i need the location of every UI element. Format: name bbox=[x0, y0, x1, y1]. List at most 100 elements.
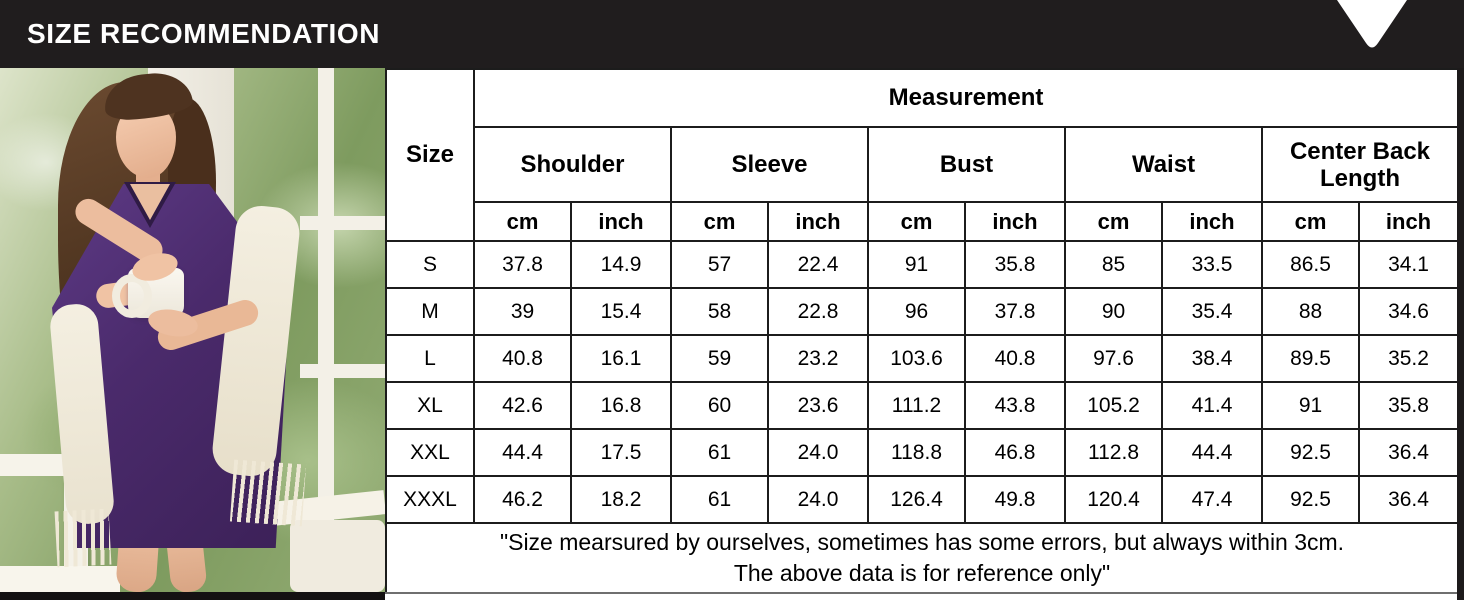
unit-cm-header: cm bbox=[1261, 201, 1360, 242]
unit-inch-header: inch bbox=[1357, 201, 1460, 242]
measurement-cell: 16.1 bbox=[570, 334, 672, 383]
shoulder-header: Shoulder bbox=[473, 126, 672, 203]
measurement-cell: 23.6 bbox=[767, 381, 869, 430]
measurement-cell: 18.2 bbox=[570, 475, 672, 524]
page-title: SIZE RECOMMENDATION bbox=[27, 18, 381, 49]
measurement-cell: 35.4 bbox=[1161, 287, 1263, 336]
size-cell: XXXL bbox=[385, 475, 475, 524]
measurement-cell: 36.4 bbox=[1357, 428, 1460, 477]
measurement-cell: 92.5 bbox=[1261, 475, 1360, 524]
unit-cm-header: cm bbox=[670, 201, 769, 242]
photo-window-mullion bbox=[318, 68, 334, 592]
table-row: M 39 15.4 58 22.8 96 37.8 90 35.4 88 34.6 bbox=[385, 287, 1460, 336]
size-cell: M bbox=[385, 287, 475, 336]
unit-cm-header: cm bbox=[867, 201, 966, 242]
photo-bottom-bar bbox=[0, 592, 385, 600]
size-cell: L bbox=[385, 334, 475, 383]
note-line-1: "Size mearsured by ourselves, sometimes … bbox=[499, 529, 1345, 555]
photo-window-mullion bbox=[300, 216, 385, 230]
measurement-cell: 35.8 bbox=[964, 240, 1066, 289]
unit-inch-header: inch bbox=[1161, 201, 1263, 242]
unit-cm-header: cm bbox=[1064, 201, 1163, 242]
unit-cm-header: cm bbox=[473, 201, 572, 242]
measurement-cell: 91 bbox=[1261, 381, 1360, 430]
product-photo bbox=[0, 68, 385, 592]
measurement-cell: 24.0 bbox=[767, 475, 869, 524]
size-column-header: Size bbox=[385, 68, 475, 242]
measurement-cell: 42.6 bbox=[473, 381, 572, 430]
note-row: "Size mearsured by ourselves, sometimes … bbox=[384, 522, 1460, 594]
measurement-cell: 34.1 bbox=[1357, 240, 1460, 289]
table-row: XXL 44.4 17.5 61 24.0 118.8 46.8 112.8 44.4 92.5 3… bbox=[385, 428, 1460, 477]
measurement-cell: 23.2 bbox=[767, 334, 869, 383]
unit-header-row: cm inch cm inch cm inch cm inch cm inch bbox=[386, 201, 1460, 242]
size-table: Size Measurement Shoulder Sleeve Bust Wa… bbox=[384, 68, 1460, 594]
measurement-cell: 38.4 bbox=[1161, 334, 1263, 383]
measurement-cell: 57 bbox=[670, 240, 769, 289]
measurement-cell: 58 bbox=[670, 287, 769, 336]
measurement-cell: 105.2 bbox=[1064, 381, 1163, 430]
photo-shawl-fringe bbox=[54, 508, 112, 568]
measurement-header: Measurement bbox=[472, 68, 1460, 128]
photo-shawl-fringe bbox=[229, 459, 307, 527]
measurement-cell: 85 bbox=[1064, 240, 1163, 289]
measurement-cell: 22.8 bbox=[767, 287, 869, 336]
table-row: S 37.8 14.9 57 22.4 91 35.8 85 33.5 86.5 34.1 bbox=[385, 240, 1460, 289]
measurement-cell: 37.8 bbox=[964, 287, 1066, 336]
measurement-cell: 35.2 bbox=[1357, 334, 1460, 383]
size-table-container: Size Measurement Shoulder Sleeve Bust Wa… bbox=[384, 68, 1460, 594]
group-header-row: Shoulder Sleeve Bust Waist Center Back L… bbox=[386, 126, 1460, 203]
table-row: XL 42.6 16.8 60 23.6 111.2 43.8 105.2 41.4 91 35.8 bbox=[385, 381, 1460, 430]
measurement-cell: 59 bbox=[670, 334, 769, 383]
measurement-cell: 34.6 bbox=[1357, 287, 1460, 336]
measurement-cell: 61 bbox=[670, 428, 769, 477]
measurement-cell: 90 bbox=[1064, 287, 1163, 336]
photo-window-corner bbox=[290, 520, 385, 592]
measurement-cell: 35.8 bbox=[1357, 381, 1460, 430]
measurement-cell: 88 bbox=[1261, 287, 1360, 336]
measurement-cell: 24.0 bbox=[767, 428, 869, 477]
measurement-cell: 86.5 bbox=[1261, 240, 1360, 289]
photo-window-mullion bbox=[300, 364, 385, 378]
sleeve-header: Sleeve bbox=[670, 126, 869, 203]
photo-mug-handle bbox=[112, 274, 152, 318]
measurement-cell: 36.4 bbox=[1357, 475, 1460, 524]
measurement-cell: 44.4 bbox=[473, 428, 572, 477]
measurement-cell: 61 bbox=[670, 475, 769, 524]
measurement-cell: 97.6 bbox=[1064, 334, 1163, 383]
photo-window-sill bbox=[0, 566, 120, 592]
measurement-cell: 118.8 bbox=[867, 428, 966, 477]
size-cell: XL bbox=[385, 381, 475, 430]
measurement-cell: 91 bbox=[867, 240, 966, 289]
unit-inch-header: inch bbox=[964, 201, 1066, 242]
table-row: XXXL 46.2 18.2 61 24.0 126.4 49.8 120.4 47.4 92.5… bbox=[385, 475, 1460, 524]
measurement-cell: 39 bbox=[473, 287, 572, 336]
measurement-note: "Size mearsured by ourselves, sometimes … bbox=[384, 522, 1460, 594]
measurement-cell: 112.8 bbox=[1064, 428, 1163, 477]
measurement-cell: 126.4 bbox=[867, 475, 966, 524]
right-edge-strip bbox=[1457, 0, 1464, 600]
center-back-length-header: Center Back Length bbox=[1260, 126, 1460, 203]
unit-inch-header: inch bbox=[767, 201, 869, 242]
measurement-cell: 46.8 bbox=[964, 428, 1066, 477]
unit-inch-header: inch bbox=[570, 201, 672, 242]
measurement-cell: 89.5 bbox=[1261, 334, 1360, 383]
header-bar: SIZE RECOMMENDATION bbox=[0, 0, 1464, 68]
size-cell: XXL bbox=[385, 428, 475, 477]
measurement-cell: 33.5 bbox=[1161, 240, 1263, 289]
measurement-cell: 44.4 bbox=[1161, 428, 1263, 477]
measurement-cell: 14.9 bbox=[570, 240, 672, 289]
size-table-body: S 37.8 14.9 57 22.4 91 35.8 85 33.5 86.5 34.1 M 39 15… bbox=[385, 240, 1460, 524]
measurement-cell: 103.6 bbox=[867, 334, 966, 383]
measurement-cell: 41.4 bbox=[1161, 381, 1263, 430]
table-row: L 40.8 16.1 59 23.2 103.6 40.8 97.6 38.4 89.5 35.2 bbox=[385, 334, 1460, 383]
measurement-cell: 17.5 bbox=[570, 428, 672, 477]
measurement-cell: 46.2 bbox=[473, 475, 572, 524]
chevron-down-icon bbox=[1337, 0, 1407, 48]
measurement-cell: 92.5 bbox=[1261, 428, 1360, 477]
measurement-cell: 40.8 bbox=[964, 334, 1066, 383]
measurement-cell: 111.2 bbox=[867, 381, 966, 430]
measurement-header-row: Size Measurement bbox=[385, 68, 1460, 242]
note-line-2: The above data is for reference only" bbox=[733, 560, 1111, 586]
measurement-cell: 96 bbox=[867, 287, 966, 336]
